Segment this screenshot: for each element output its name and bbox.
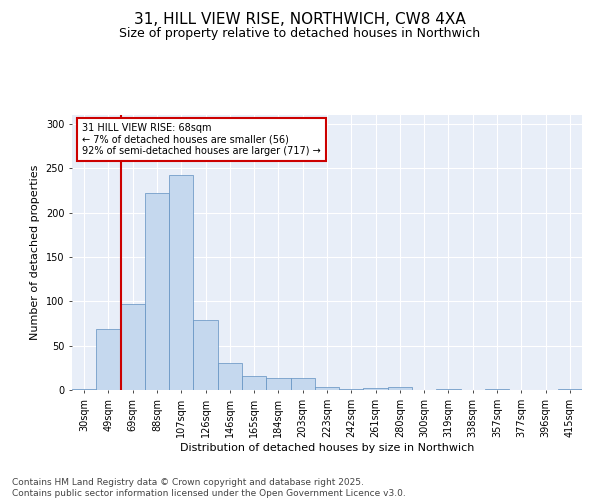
Bar bbox=[558, 389, 582, 390]
Bar bbox=[242, 376, 266, 390]
Text: Contains HM Land Registry data © Crown copyright and database right 2025.
Contai: Contains HM Land Registry data © Crown c… bbox=[12, 478, 406, 498]
Bar bbox=[339, 389, 364, 390]
Text: Size of property relative to detached houses in Northwich: Size of property relative to detached ho… bbox=[119, 28, 481, 40]
Text: 31, HILL VIEW RISE, NORTHWICH, CW8 4XA: 31, HILL VIEW RISE, NORTHWICH, CW8 4XA bbox=[134, 12, 466, 28]
X-axis label: Distribution of detached houses by size in Northwich: Distribution of detached houses by size … bbox=[180, 442, 474, 452]
Bar bbox=[485, 389, 509, 390]
Bar bbox=[364, 388, 388, 390]
Bar bbox=[218, 364, 242, 390]
Bar bbox=[145, 193, 169, 390]
Bar bbox=[315, 388, 339, 390]
Bar bbox=[266, 378, 290, 390]
Bar bbox=[193, 320, 218, 390]
Bar bbox=[121, 304, 145, 390]
Bar bbox=[72, 389, 96, 390]
Y-axis label: Number of detached properties: Number of detached properties bbox=[30, 165, 40, 340]
Bar bbox=[169, 176, 193, 390]
Bar bbox=[436, 389, 461, 390]
Text: 31 HILL VIEW RISE: 68sqm
← 7% of detached houses are smaller (56)
92% of semi-de: 31 HILL VIEW RISE: 68sqm ← 7% of detache… bbox=[82, 123, 321, 156]
Bar bbox=[96, 329, 121, 390]
Bar bbox=[388, 388, 412, 390]
Bar bbox=[290, 378, 315, 390]
